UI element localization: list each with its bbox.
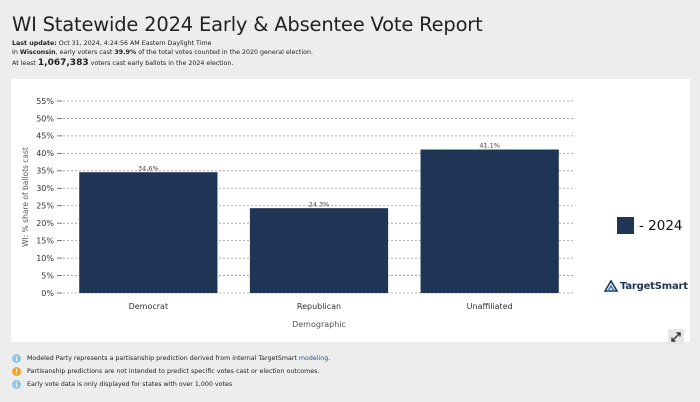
footnote-modeling: Modeled Party represents a partisanship … [12,352,688,364]
info-icon [12,379,21,389]
y-tick-label: 55% [36,97,54,106]
bar-chart: 0% 5% 10% 15% 20% 25% 30% 35% 40% 45% 50% 55% WI: % … [21,97,575,329]
brand-name: TargetSmart [620,280,688,292]
x-tick-label: Democrat [129,302,169,311]
modeling-link[interactable]: modeling [298,354,329,362]
line3-prefix: At least [12,60,36,67]
early-voter-count: 1,067,383 [37,58,89,68]
legend-label: - 2024 [639,217,683,234]
y-tick-label: 30% [36,184,54,193]
data-label: 41.1% [479,142,500,150]
y-tick-label: 50% [36,114,54,123]
data-label: 34.6% [138,164,159,172]
brand-logo: TargetSmart [604,280,688,292]
chart-card: 0% 5% 10% 15% 20% 25% 30% 35% 40% 45% 50% 55% WI: % … [11,79,690,345]
x-axis-title: Demographic [292,320,346,329]
page-title: WI Statewide 2024 Early & Absentee Vote … [12,13,483,36]
footnote-threshold-text: Early vote data is only displayed for st… [27,380,233,388]
legend[interactable]: - 2024 [617,217,683,234]
y-tick-label: 15% [36,236,54,245]
line2-prefix: In [12,49,18,56]
line2-suffix: of the total votes counted in the 2020 g… [138,49,313,56]
legend-swatch [617,217,634,234]
info-icon [12,353,21,363]
share-percent: 39.9% [114,49,137,56]
y-tick-label: 25% [36,202,54,211]
y-tick-label: 45% [36,132,54,141]
line2-mid: , early voters cast [55,49,113,56]
footnote-modeling-text: Modeled Party represents a partisanship … [27,354,297,362]
y-tick-label: 10% [36,254,54,263]
last-update-label: Last update: [12,40,57,47]
footnotes: Modeled Party represents a partisanship … [12,352,688,391]
expand-icon [671,332,681,342]
targetsmart-logo-icon [604,280,618,292]
y-tick-label: 40% [36,149,54,158]
bar-unaffiliated [420,149,559,293]
footnote-partisanship-text: Partisanship predictions are not intende… [27,367,320,375]
last-update-value: Oct 31, 2024, 4:24:56 AM Eastern Dayligh… [58,40,212,47]
y-tick-label: 20% [36,219,54,228]
bar-democrat [79,172,218,293]
expand-button[interactable] [668,329,684,345]
state-name: Wisconsin [19,49,56,56]
y-tick-label: 5% [41,271,54,280]
y-axis-title: WI: % share of ballots cast [21,147,30,247]
data-label: 24.3% [309,200,330,208]
early-count-line: At least 1,067,383 voters cast early bal… [12,58,233,68]
x-tick-label: Unaffiliated [467,302,513,311]
warning-icon [12,366,21,376]
y-tick-label: 35% [36,167,54,176]
line3-suffix: voters cast early ballots in the 2024 el… [90,60,234,67]
footnote-modeling-end: . [328,354,331,362]
y-tick-label: 0% [41,289,54,298]
last-update-line: Last update: Oct 31, 2024, 4:24:56 AM Ea… [12,40,211,47]
turnout-share-line: In Wisconsin, early voters cast 39.9% of… [12,49,313,56]
bar-republican [249,208,389,293]
footnote-partisanship: Partisanship predictions are not intende… [12,365,688,377]
x-tick-label: Republican [297,302,341,311]
footnote-threshold: Early vote data is only displayed for st… [12,378,688,390]
